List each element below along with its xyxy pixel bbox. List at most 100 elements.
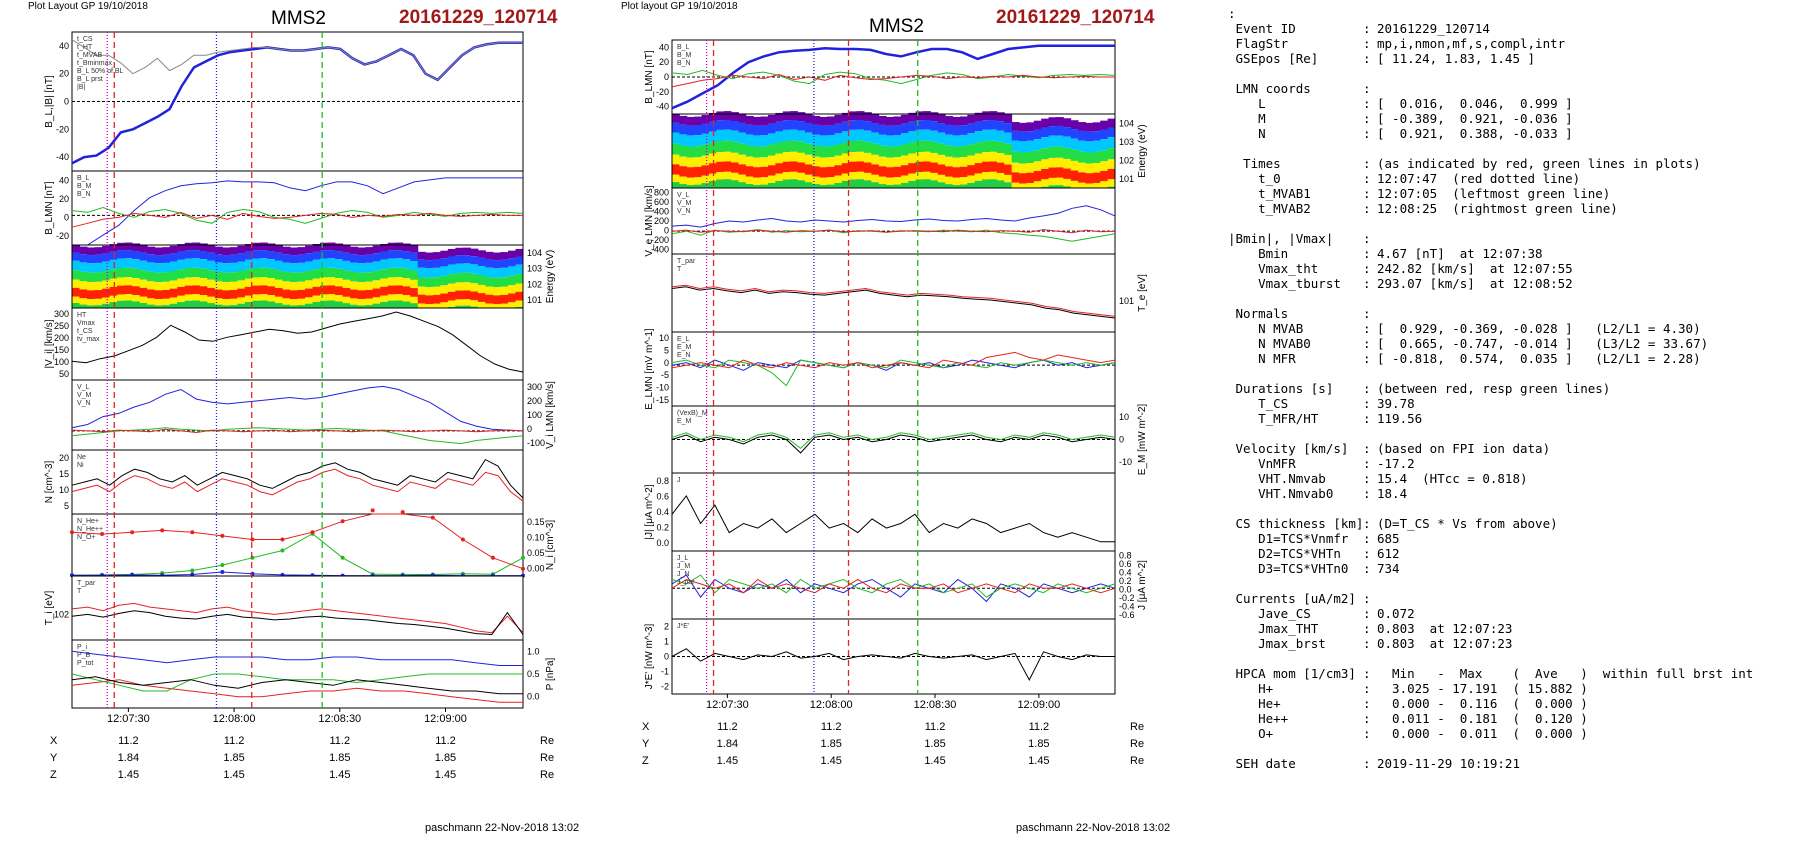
spectrogram-cell [886,135,894,147]
y-tick-label: 100 [54,357,69,367]
y-tick-label: 0.15 [527,517,545,527]
spectrogram-cell [282,304,291,308]
spectrogram-cell [753,167,762,178]
spectrogram-cell [708,181,717,188]
y-tick-label: 600 [654,197,669,207]
spectrogram-cell [297,254,306,263]
spectrogram-cell [886,185,894,188]
spectrogram-cell [1019,141,1027,153]
spectrogram-cell [1085,141,1094,153]
spectrogram-cell [878,166,887,177]
spectrogram-cell [372,270,381,281]
series-line-V-N [671,229,1116,234]
spectrogram-cell [124,300,133,308]
data-point [521,566,525,571]
position-unit: Re [540,735,554,747]
series-line-Ni [71,458,524,499]
spectrogram-cell [819,116,828,126]
spectrogram-cell [305,297,314,304]
spectrogram-cell [507,275,516,286]
spectrogram-cell [72,287,81,297]
spectrogram-cell [139,296,148,304]
spectrogram-cell [169,303,178,308]
spectrogram-cell [767,123,776,134]
spectrogram-cell [775,173,784,181]
summary-colon: : [1363,726,1371,741]
spectrogram-cell [72,245,81,253]
spectrogram-cell [923,129,931,141]
spectrogram-cell [395,267,404,278]
position-value: 11.2 [821,721,842,733]
spectrogram-cell [477,257,486,267]
spectrogram-cell [102,303,111,308]
spectrogram-cell [387,277,396,286]
legend-entry: t_CS [77,36,93,43]
spectrogram-cell [841,131,850,143]
spectrogram-cell [447,264,456,275]
spectrogram-cell [982,152,990,162]
spectrogram-cell [207,287,216,297]
spectrogram-cell [395,300,404,308]
y-tick-label: 15 [59,469,69,479]
spectrogram-cell [1100,161,1109,171]
spectrogram-cell [1070,180,1079,188]
spectrogram-cell [723,140,732,152]
data-point [130,530,135,535]
spectrogram-cell [716,111,725,121]
legend-entry: J_N [677,571,689,578]
spectrogram-cell [380,301,389,308]
spectrogram-cell [124,250,133,259]
spectrogram-cell [731,141,739,153]
spectrogram-cell [372,245,381,254]
spectrogram-cell [827,157,835,167]
spectrogram-cell [132,295,141,302]
summary-row: VHT.Nmvab:15.4 (HTcc = 0.818) [1228,471,1798,486]
spectrogram-cell [432,303,441,308]
spectrogram-cell [723,111,732,120]
y-axis-label: J [μA m^-2] [1137,560,1148,610]
spectrogram-cell [1041,137,1050,149]
spectrogram-cell [410,303,419,308]
spectrogram-cell [222,305,231,308]
spectrogram-cell [686,135,695,147]
spectrogram-cell [686,116,695,126]
spectrogram-cell [708,142,717,154]
spectrogram-cell [447,274,456,284]
spectrogram-cell [1004,182,1013,188]
spectrogram-cell [1085,183,1094,188]
spectrogram-cell [812,176,821,185]
spectrogram-cell [1041,186,1050,188]
spectrogram-cell [169,271,178,281]
spectrogram-cell [410,245,419,253]
spectrogram-cell [274,296,283,304]
summary-key: : [1228,6,1236,21]
summary-colon: : [1363,681,1371,696]
spectrogram-cell [952,185,961,188]
spectrogram-cell [1019,173,1027,184]
spectrogram-cell [863,121,872,131]
position-value: 1.85 [820,738,841,750]
spectrogram-cell [827,146,835,158]
y-tick-label: 5 [664,346,669,356]
legend-entry: J_M [677,563,690,570]
summary-colon: : [1363,111,1371,126]
summary-value: [ 0.665, -0.747, -0.014 ] (L3/L2 = 33.67… [1377,336,1709,351]
spectrogram-cell [177,244,186,252]
spectrogram-cell [252,300,261,308]
spectrogram-cell [79,254,88,263]
y-tick-label: 1 [664,637,669,647]
summary-key: FlagStr [1228,36,1289,51]
summary-key: |Bmin|, |Vmax| [1228,231,1334,246]
spectrogram-cell [849,129,858,141]
y-tick-label: 800 [654,188,669,198]
spectrogram-cell [982,111,990,121]
spectrogram-cell [229,289,238,299]
spectrogram-cell [222,247,231,256]
spectrogram-cell [147,254,156,263]
spectrogram-cell [79,262,88,272]
spectrogram-cell [297,247,306,255]
spectrogram-cell [952,157,961,168]
spectrogram-cell [1063,158,1072,169]
summary-colon: : [1363,96,1371,111]
summary-value: 685 [1377,531,1400,546]
